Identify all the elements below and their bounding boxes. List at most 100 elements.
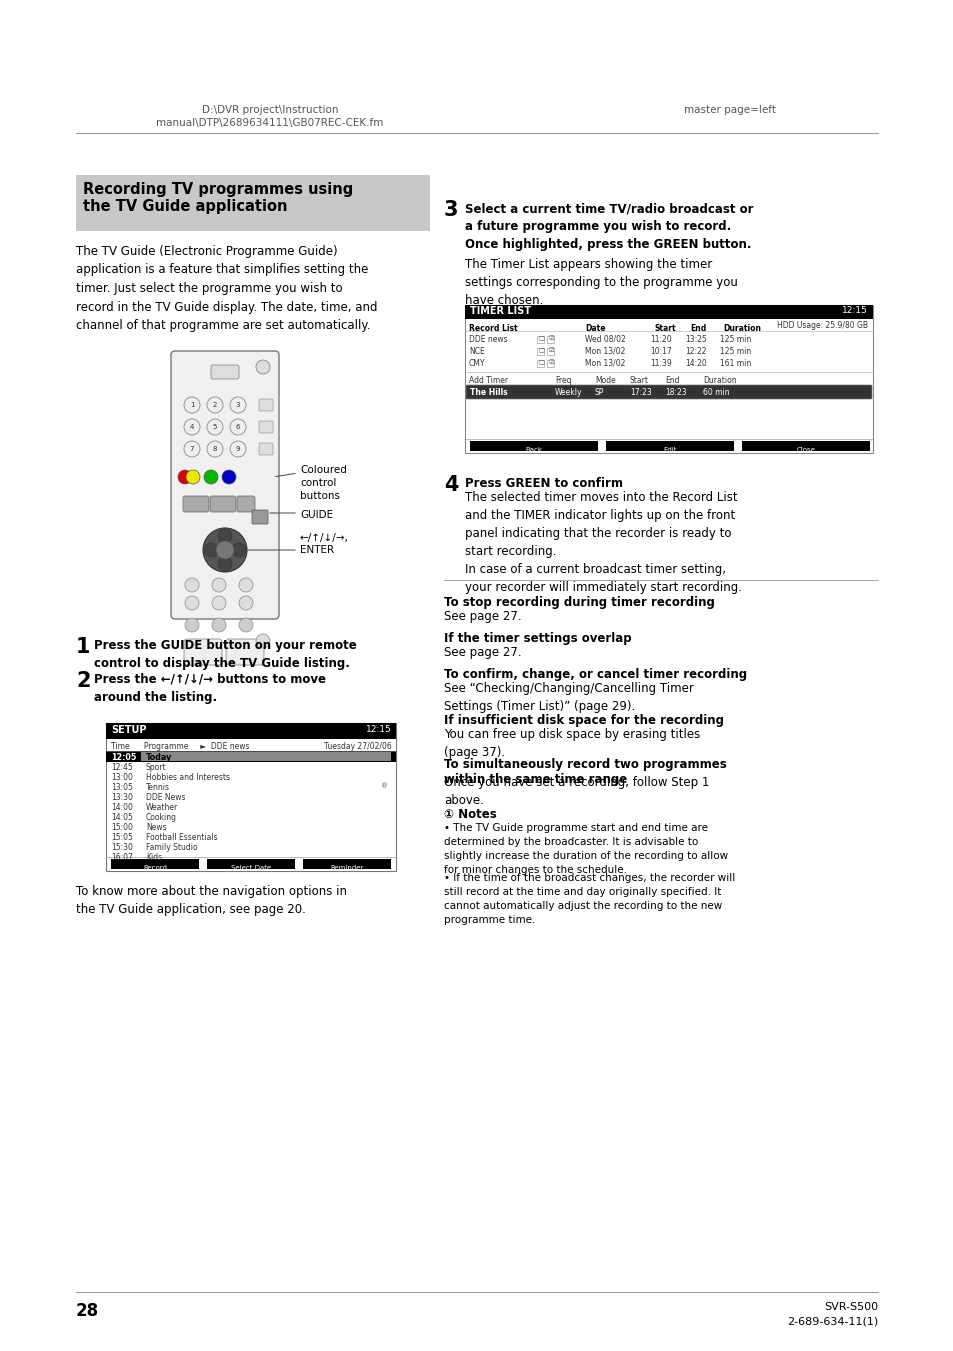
Text: Duration: Duration [702, 376, 736, 385]
Text: Tennis: Tennis [146, 784, 170, 792]
Text: □: □ [537, 349, 543, 353]
Text: SP: SP [595, 388, 604, 397]
Bar [546, 359, 554, 367]
Text: • The TV Guide programme start and end time are
determined by the broadcaster. I: • The TV Guide programme start and end t… [443, 823, 727, 875]
Text: Tuesday 27/02/06: Tuesday 27/02/06 [324, 742, 392, 751]
Text: 3: 3 [443, 200, 458, 220]
Text: If insufficient disk space for the recording: If insufficient disk space for the recor… [443, 713, 723, 727]
Text: 13:05: 13:05 [111, 784, 132, 792]
Text: End: End [689, 324, 705, 332]
Circle shape [218, 557, 232, 571]
Text: To simultaneously record two programmes
within the same time range: To simultaneously record two programmes … [443, 758, 726, 786]
Text: ®: ® [380, 784, 388, 789]
Circle shape [184, 440, 200, 457]
Circle shape [215, 540, 233, 559]
Text: The TV Guide (Electronic Programme Guide)
application is a feature that simplifi: The TV Guide (Electronic Programme Guide… [76, 245, 377, 332]
Text: 14:20: 14:20 [684, 359, 706, 367]
Text: Edit: Edit [662, 447, 676, 453]
Circle shape [222, 470, 235, 484]
Bar [741, 440, 869, 451]
Text: Coloured
control
buttons: Coloured control buttons [299, 465, 347, 501]
Text: 12:05: 12:05 [111, 753, 136, 762]
FancyBboxPatch shape [258, 399, 273, 411]
Text: 11:39: 11:39 [649, 359, 671, 367]
Circle shape [212, 617, 226, 632]
Text: Weekly: Weekly [555, 388, 582, 397]
Circle shape [204, 470, 218, 484]
Circle shape [207, 440, 223, 457]
Text: Wed 08/02: Wed 08/02 [584, 335, 625, 345]
Bar [76, 176, 430, 231]
Text: Reminder: Reminder [330, 865, 363, 871]
Text: The Hills: The Hills [470, 388, 507, 397]
FancyBboxPatch shape [183, 496, 209, 512]
Text: 12:15: 12:15 [366, 725, 392, 734]
Text: See “Checking/Changing/Cancelling Timer
Settings (Timer List)” (page 29).: See “Checking/Changing/Cancelling Timer … [443, 682, 693, 713]
Bar [106, 751, 395, 762]
Text: NCE: NCE [469, 347, 484, 357]
Circle shape [184, 419, 200, 435]
Bar [605, 440, 733, 451]
Text: • If the time of the broadcast changes, the recorder will
still record at the ti: • If the time of the broadcast changes, … [443, 873, 735, 925]
Text: 11:20: 11:20 [649, 335, 671, 345]
Circle shape [185, 578, 199, 592]
Text: Press the ←/↑/↓/→ buttons to move
around the listing.: Press the ←/↑/↓/→ buttons to move around… [94, 673, 326, 704]
FancyBboxPatch shape [258, 443, 273, 455]
Bar [546, 349, 554, 355]
Text: GUIDE: GUIDE [299, 509, 333, 520]
Text: 15:00: 15:00 [111, 823, 132, 832]
Bar [546, 336, 554, 343]
Text: Press the GUIDE button on your remote
control to display the TV Guide listing.: Press the GUIDE button on your remote co… [94, 639, 356, 670]
Bar [303, 859, 391, 869]
Circle shape [212, 578, 226, 592]
Circle shape [186, 470, 200, 484]
Text: Freq: Freq [555, 376, 571, 385]
Text: If the timer settings overlap: If the timer settings overlap [443, 632, 631, 644]
Text: Hobbies and Interests: Hobbies and Interests [146, 773, 230, 782]
Text: 14:00: 14:00 [111, 802, 132, 812]
Text: 13:30: 13:30 [111, 793, 132, 802]
Text: To know more about the navigation options in
the TV Guide application, see page : To know more about the navigation option… [76, 885, 347, 916]
Text: You can free up disk space by erasing titles
(page 37).: You can free up disk space by erasing ti… [443, 728, 700, 759]
Text: The selected timer moves into the Record List
and the TIMER indicator lights up : The selected timer moves into the Record… [464, 490, 741, 594]
Text: ←/↑/↓/→,
ENTER: ←/↑/↓/→, ENTER [299, 534, 349, 555]
FancyBboxPatch shape [171, 351, 278, 619]
Circle shape [230, 440, 246, 457]
Text: 10:17: 10:17 [649, 347, 671, 357]
FancyBboxPatch shape [258, 422, 273, 434]
Text: 5: 5 [213, 424, 217, 430]
Text: Cooking: Cooking [146, 813, 177, 821]
FancyBboxPatch shape [236, 496, 254, 512]
Text: HDD Usage: 25.9/80 GB: HDD Usage: 25.9/80 GB [776, 322, 867, 330]
Text: 2: 2 [213, 403, 217, 408]
FancyBboxPatch shape [184, 639, 222, 665]
Text: 16:07: 16:07 [111, 852, 132, 862]
Text: News: News [146, 823, 167, 832]
Bar [537, 349, 543, 355]
Text: 2: 2 [76, 671, 91, 690]
Text: 7: 7 [190, 446, 194, 453]
Text: SETUP: SETUP [111, 725, 147, 735]
Text: ☑: ☑ [547, 359, 553, 365]
Text: 14:05: 14:05 [111, 813, 132, 821]
Text: Recording TV programmes using: Recording TV programmes using [83, 182, 353, 197]
Text: See page 27.: See page 27. [443, 611, 521, 623]
Circle shape [207, 419, 223, 435]
Text: See page 27.: See page 27. [443, 646, 521, 659]
Circle shape [239, 596, 253, 611]
Text: Press GREEN to confirm: Press GREEN to confirm [464, 477, 622, 490]
Text: the TV Guide application: the TV Guide application [83, 199, 287, 213]
Text: 2-689-634-11(1): 2-689-634-11(1) [786, 1316, 877, 1325]
Text: 13:00: 13:00 [111, 773, 132, 782]
Text: To confirm, change, or cancel timer recording: To confirm, change, or cancel timer reco… [443, 667, 746, 681]
Circle shape [230, 397, 246, 413]
Text: 17:23: 17:23 [629, 388, 651, 397]
Text: Once you have set a recording, follow Step 1
above.: Once you have set a recording, follow St… [443, 775, 709, 807]
Text: Start: Start [655, 324, 676, 332]
Text: ☑: ☑ [547, 349, 553, 353]
Text: Record List: Record List [469, 324, 517, 332]
Circle shape [218, 530, 232, 543]
Circle shape [204, 543, 218, 557]
Text: manual\DTP\2689634111\GB07REC-CEK.fm: manual\DTP\2689634111\GB07REC-CEK.fm [156, 118, 383, 128]
Text: ① Notes: ① Notes [443, 808, 497, 821]
